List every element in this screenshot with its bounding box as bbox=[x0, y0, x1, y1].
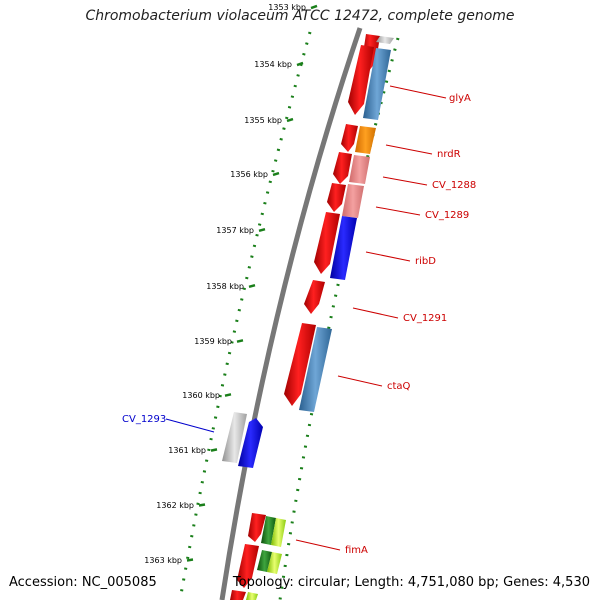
tick-label: 1354 kbp bbox=[254, 60, 292, 69]
gene-block[interactable] bbox=[271, 518, 286, 547]
callout-lines bbox=[165, 85, 447, 551]
gene-block[interactable] bbox=[349, 155, 370, 184]
gene-block[interactable] bbox=[246, 592, 258, 600]
gene-arrow[interactable] bbox=[304, 280, 325, 314]
genome-info-text: Topology: circular; Length: 4,751,080 bp… bbox=[232, 575, 590, 590]
tick-label: 1361 kbp bbox=[168, 446, 206, 455]
tick-label: 1356 kbp bbox=[230, 170, 268, 179]
tick-label: 1362 kbp bbox=[156, 501, 194, 510]
gene-arrow[interactable] bbox=[248, 513, 266, 542]
tick-mark bbox=[310, 4, 318, 10]
gene-label-nrdr[interactable]: nrdR bbox=[437, 149, 461, 160]
gene-arrow[interactable] bbox=[333, 152, 352, 184]
genome-backbone bbox=[219, 27, 363, 600]
tick-mark bbox=[296, 61, 304, 67]
gene-arrow[interactable] bbox=[341, 124, 358, 152]
tick-mark bbox=[248, 284, 256, 288]
gene-block[interactable] bbox=[222, 412, 247, 463]
inner-ring bbox=[278, 37, 400, 600]
gene-label-cv1291[interactable]: CV_1291 bbox=[403, 313, 447, 324]
gene-label-glya[interactable]: glyA bbox=[449, 93, 471, 104]
tick-label: 1353 kbp bbox=[268, 3, 306, 12]
gene-arrow[interactable] bbox=[237, 544, 259, 588]
gene-block[interactable] bbox=[257, 550, 272, 572]
tick-label: 1355 kbp bbox=[244, 116, 282, 125]
gene-label-ribd[interactable]: ribD bbox=[415, 256, 436, 267]
gene-arrow[interactable] bbox=[348, 45, 374, 115]
gene-arrow[interactable] bbox=[238, 418, 263, 468]
reverse-genes bbox=[222, 412, 263, 468]
gene-label-cv1289[interactable]: CV_1289 bbox=[425, 210, 469, 221]
gene-arrow[interactable] bbox=[284, 323, 316, 406]
tick-mark bbox=[258, 227, 266, 233]
tick-mark bbox=[210, 448, 218, 452]
tick-mark bbox=[236, 339, 244, 343]
gene-block[interactable] bbox=[363, 48, 391, 120]
gene-block[interactable] bbox=[261, 516, 276, 545]
tick-mark bbox=[286, 117, 294, 123]
gene-block[interactable] bbox=[342, 184, 364, 218]
tick-mark bbox=[186, 558, 194, 562]
gene-arrow[interactable] bbox=[314, 212, 340, 274]
tick-marks: 1353 kbp 1354 kbp 1355 kbp 1356 kbp 1357 kbp… bbox=[144, 3, 318, 565]
tick-label: 1357 kbp bbox=[216, 226, 254, 235]
gene-block[interactable] bbox=[230, 590, 246, 600]
tick-label: 1363 kbp bbox=[144, 556, 182, 565]
gene-label-cv1293[interactable]: CV_1293 bbox=[122, 414, 166, 425]
gene-block[interactable] bbox=[376, 36, 394, 44]
tick-label: 1359 kbp bbox=[194, 337, 232, 346]
gene-label-ctaq[interactable]: ctaQ bbox=[387, 381, 411, 392]
tick-mark bbox=[272, 171, 280, 177]
gene-block[interactable] bbox=[355, 126, 376, 154]
gene-block[interactable] bbox=[330, 216, 357, 280]
gene-block[interactable] bbox=[299, 327, 332, 412]
tick-label: 1358 kbp bbox=[206, 282, 244, 291]
gene-label-cv1288[interactable]: CV_1288 bbox=[432, 180, 476, 191]
gene-labels: glyA nrdR CV_1288 CV_1289 ribD CV_1291 c… bbox=[122, 93, 476, 556]
gene-block[interactable] bbox=[267, 552, 282, 574]
tick-mark bbox=[198, 503, 206, 507]
tick-mark bbox=[224, 393, 232, 397]
tick-label: 1360 kbp bbox=[182, 391, 220, 400]
accession-text: Accession: NC_005085 bbox=[9, 575, 157, 590]
forward-genes bbox=[230, 34, 394, 600]
map-title: Chromobacterium violaceum ATCC 12472, co… bbox=[85, 8, 515, 24]
gene-label-fima[interactable]: fimA bbox=[345, 545, 368, 556]
gene-arrow[interactable] bbox=[327, 183, 346, 212]
